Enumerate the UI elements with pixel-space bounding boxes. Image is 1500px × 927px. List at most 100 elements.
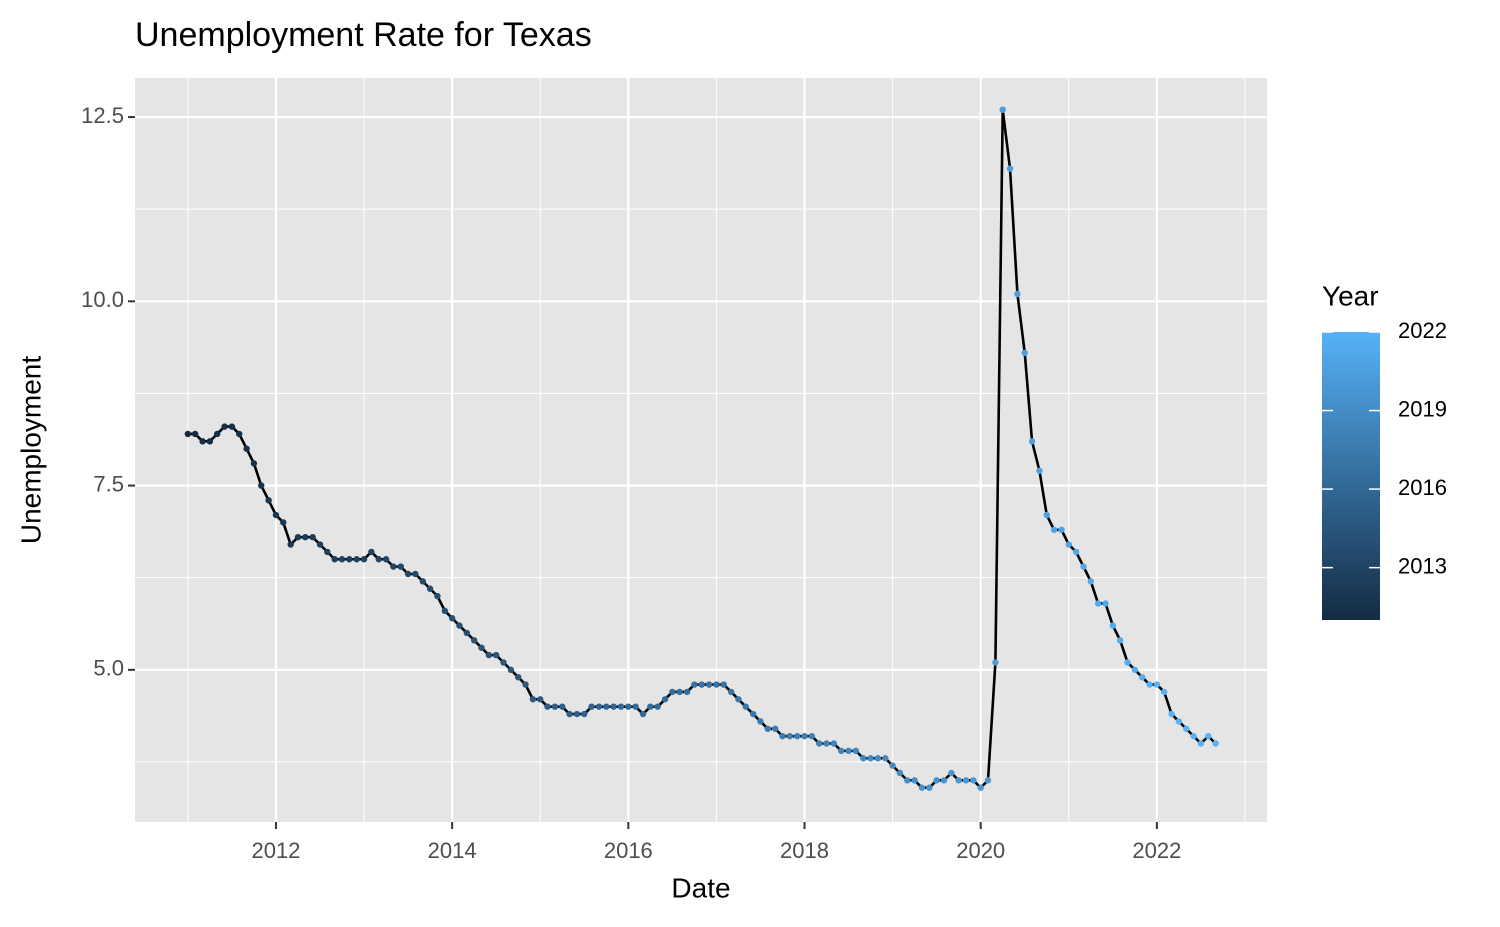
point xyxy=(1094,600,1102,607)
colorbar xyxy=(1322,332,1380,620)
point xyxy=(1072,548,1080,556)
point xyxy=(1043,511,1050,519)
point xyxy=(324,548,331,556)
point xyxy=(390,563,397,570)
legend-label: 2013 xyxy=(1398,553,1447,578)
point xyxy=(867,755,874,762)
legend-label: 2022 xyxy=(1398,318,1447,343)
point xyxy=(463,629,471,637)
point xyxy=(331,556,338,563)
point xyxy=(999,106,1006,113)
point xyxy=(984,777,992,784)
y-tick-label: 5.0 xyxy=(93,656,124,681)
point xyxy=(779,732,786,740)
point xyxy=(236,430,243,438)
point xyxy=(705,681,713,688)
point xyxy=(595,703,603,710)
x-tick-label: 2012 xyxy=(251,838,300,863)
point xyxy=(199,438,206,445)
point xyxy=(992,659,999,666)
point xyxy=(184,430,192,438)
point xyxy=(793,732,801,740)
point xyxy=(265,497,272,504)
point xyxy=(948,769,955,777)
point xyxy=(860,755,867,762)
point xyxy=(426,585,434,592)
point xyxy=(206,438,214,445)
point xyxy=(808,732,816,740)
legend-label: 2016 xyxy=(1398,475,1447,500)
point xyxy=(375,556,382,563)
point xyxy=(1146,681,1153,688)
point xyxy=(551,703,559,710)
point xyxy=(573,710,581,718)
point xyxy=(397,563,404,570)
point xyxy=(882,755,889,762)
point xyxy=(1153,681,1161,688)
point xyxy=(852,747,860,755)
point xyxy=(500,659,507,666)
point xyxy=(434,592,441,600)
point xyxy=(1006,165,1014,172)
point xyxy=(478,644,485,651)
point xyxy=(191,430,199,438)
point xyxy=(243,445,250,452)
point xyxy=(632,703,639,710)
point xyxy=(368,548,375,556)
point xyxy=(1190,732,1197,740)
point xyxy=(918,784,926,791)
point xyxy=(316,541,324,548)
point xyxy=(250,460,258,467)
point xyxy=(845,747,852,755)
point xyxy=(485,651,493,659)
point xyxy=(625,703,632,710)
x-tick-label: 2018 xyxy=(780,838,829,863)
point xyxy=(977,784,984,791)
point xyxy=(603,703,610,710)
point xyxy=(940,777,948,784)
point xyxy=(838,747,845,755)
point xyxy=(360,556,368,563)
point xyxy=(926,784,933,791)
point xyxy=(1109,622,1117,629)
point xyxy=(720,681,727,688)
point xyxy=(830,740,838,747)
point xyxy=(559,703,566,710)
point xyxy=(610,703,617,710)
x-tick-label: 2016 xyxy=(604,838,653,863)
point xyxy=(346,556,353,563)
point xyxy=(544,703,551,710)
point xyxy=(771,725,779,732)
point xyxy=(1160,688,1168,696)
y-axis-title: Unemployment xyxy=(15,356,46,545)
point xyxy=(258,482,265,489)
point xyxy=(874,755,882,762)
point xyxy=(1131,666,1139,674)
point xyxy=(1168,710,1175,718)
point xyxy=(537,696,544,703)
point xyxy=(1138,673,1146,681)
point xyxy=(441,607,449,615)
point xyxy=(1183,725,1190,732)
point xyxy=(522,681,529,688)
point xyxy=(661,696,669,703)
point xyxy=(1124,659,1131,666)
y-tick-label: 12.5 xyxy=(81,103,124,128)
y-tick-label: 7.5 xyxy=(93,471,124,496)
legend-title: Year xyxy=(1322,280,1379,311)
point xyxy=(1058,526,1065,533)
x-tick-label: 2014 xyxy=(428,838,477,863)
point xyxy=(470,637,478,644)
point xyxy=(213,430,221,438)
point xyxy=(713,681,720,688)
point xyxy=(302,533,309,541)
point xyxy=(1028,438,1036,445)
point xyxy=(962,777,970,784)
point xyxy=(904,777,911,784)
point xyxy=(353,556,360,563)
point xyxy=(1197,740,1205,747)
point xyxy=(639,710,647,718)
point xyxy=(749,710,757,718)
point xyxy=(1175,718,1183,725)
point xyxy=(515,673,522,681)
